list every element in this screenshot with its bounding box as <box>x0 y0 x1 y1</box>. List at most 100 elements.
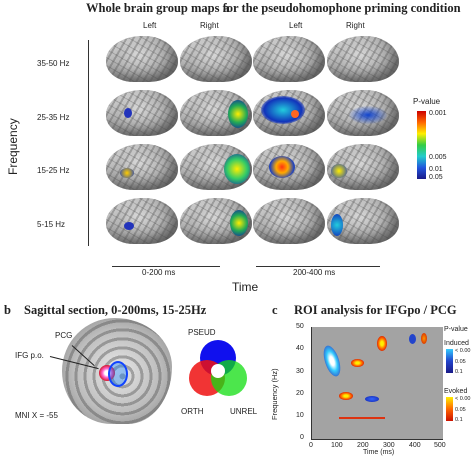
row-label-15-25: 15-25 Hz <box>37 166 70 175</box>
xtick-0: 0 <box>309 442 313 449</box>
roi-heatmap <box>311 327 443 439</box>
activation-blob <box>261 96 305 124</box>
xtick-300: 300 <box>383 442 395 449</box>
col-right-label-1: Right <box>200 21 219 30</box>
mni-label: MNI X = -55 <box>15 411 58 420</box>
activation-blob <box>269 156 295 178</box>
brain-r2-c1 <box>106 90 178 136</box>
induced-title: Induced <box>444 340 469 347</box>
frequency-axis-line <box>88 40 89 246</box>
pvalue-colorbar <box>417 111 426 179</box>
time-bracket-2 <box>256 266 380 267</box>
activation-blob <box>291 110 299 118</box>
row-label-35-50: 35-50 Hz <box>37 59 70 68</box>
xtick-100: 100 <box>331 442 343 449</box>
panel-b-title: Sagittal section, 0-200ms, 15-25Hz <box>24 303 207 317</box>
sagittal-brain-section <box>62 318 172 424</box>
pcg-label: PCG <box>55 331 73 340</box>
evoked-tick-2: 0.1 <box>455 417 463 423</box>
colorbar-tick-0005: 0.005 <box>429 154 447 161</box>
brain-r4-c4 <box>327 198 399 244</box>
roi-y-axis <box>311 327 312 439</box>
frequency-axis-label: Frequency <box>6 118 20 175</box>
xtick-500: 500 <box>434 442 446 449</box>
row-label-25-35: 25-35 Hz <box>37 113 70 122</box>
evoked-streak <box>339 417 385 419</box>
activation-blob <box>124 108 132 118</box>
brain-r3-c1 <box>106 144 178 190</box>
brain-r2-c4 <box>327 90 399 136</box>
time-label-0-200: 0-200 ms <box>142 268 176 277</box>
activation-blob <box>331 214 343 236</box>
panel-a-letter: a <box>223 1 230 15</box>
ifg-label: IFG p.o. <box>15 351 44 360</box>
brain-r3-c2 <box>180 144 252 190</box>
panel-b-letter: b <box>4 303 11 317</box>
ytick-10: 10 <box>296 412 304 419</box>
ytick-0: 0 <box>300 434 304 441</box>
col-right-label-2: Right <box>346 21 365 30</box>
venn-diagram <box>189 340 247 396</box>
col-left-label-1: Left <box>143 21 157 30</box>
evoked-tick-0: < 0.00 <box>455 396 471 402</box>
evoked-blob <box>351 359 364 367</box>
induced-blob <box>320 343 344 379</box>
activation-blob <box>228 100 248 128</box>
ytick-50: 50 <box>296 323 304 330</box>
evoked-blob <box>421 333 427 344</box>
brain-r4-c3 <box>253 198 325 244</box>
brain-r3-c4 <box>327 144 399 190</box>
pvalue-colorbar-title: P-value <box>413 97 441 106</box>
induced-tick-1: 0.05 <box>455 359 466 365</box>
induced-blob <box>409 334 416 344</box>
colorbar-tick-005: 0.05 <box>429 174 443 181</box>
evoked-blob <box>377 336 387 351</box>
col-left-label-2: Left <box>289 21 303 30</box>
evoked-colorbar <box>446 397 453 421</box>
induced-blob <box>365 396 379 402</box>
ytick-30: 30 <box>296 368 304 375</box>
activation-blob <box>120 168 134 178</box>
venn-label-orth: ORTH <box>181 407 204 416</box>
brain-r1-c3 <box>253 36 325 82</box>
activation-blob <box>230 210 248 236</box>
xtick-200: 200 <box>357 442 369 449</box>
activation-blob <box>224 154 250 184</box>
brain-r4-c2 <box>180 198 252 244</box>
activation-blob <box>124 222 134 230</box>
induced-tick-2: 0.1 <box>455 369 463 375</box>
brain-r2-c2 <box>180 90 252 136</box>
brain-r1-c2 <box>180 36 252 82</box>
roi-xlabel: Time (ms) <box>363 449 395 456</box>
panel-c-title: ROI analysis for IFGpo / PCG <box>294 303 457 317</box>
row-label-5-15: 5-15 Hz <box>37 220 66 229</box>
activation-blob <box>349 106 387 124</box>
colorbar-tick-0001: 0.001 <box>429 110 447 117</box>
brain-r2-c3 <box>253 90 325 136</box>
brain-r3-c3 <box>253 144 325 190</box>
time-bracket-1 <box>112 266 220 267</box>
panel-a-title: Whole brain group maps for the pseudohom… <box>86 1 461 15</box>
evoked-tick-1: 0.05 <box>455 407 466 413</box>
induced-colorbar <box>446 349 453 373</box>
time-axis-label: Time <box>232 280 259 294</box>
brain-r1-c1 <box>106 36 178 82</box>
venn-label-unrel: UNREL <box>230 407 258 416</box>
pcg-roi-marker <box>108 361 128 387</box>
roi-pvalue-title: P-value <box>444 326 468 333</box>
colorbar-tick-001: 0.01 <box>429 166 443 173</box>
roi-ylabel: Frequency (Hz) <box>270 368 279 420</box>
venn-center <box>211 364 225 378</box>
activation-blob <box>331 164 347 178</box>
induced-tick-0: < 0.00 <box>455 348 471 354</box>
time-label-200-400: 200-400 ms <box>293 268 336 277</box>
brain-r4-c1 <box>106 198 178 244</box>
evoked-title: Evoked <box>444 388 468 395</box>
roi-x-axis <box>311 439 443 440</box>
brain-r1-c4 <box>327 36 399 82</box>
evoked-blob <box>339 392 353 400</box>
ytick-20: 20 <box>296 390 304 397</box>
venn-label-pseud: PSEUD <box>188 328 216 337</box>
ytick-40: 40 <box>296 345 304 352</box>
panel-c-letter: c <box>272 303 278 317</box>
